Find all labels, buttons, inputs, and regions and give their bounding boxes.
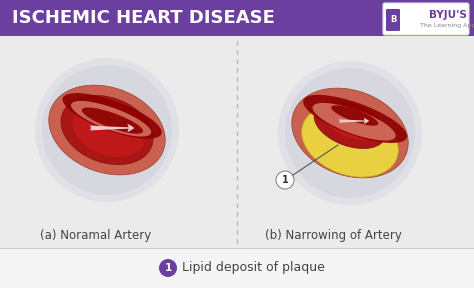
Ellipse shape [292, 88, 408, 178]
Ellipse shape [73, 103, 145, 157]
FancyBboxPatch shape [383, 3, 469, 35]
Ellipse shape [61, 95, 153, 165]
Text: 1: 1 [282, 175, 288, 185]
Circle shape [159, 259, 177, 277]
Bar [0, 248, 474, 288]
Bar [0, 0, 474, 36]
Text: The Learning App: The Learning App [420, 22, 474, 27]
FancyBboxPatch shape [386, 9, 400, 31]
Circle shape [285, 68, 415, 198]
Ellipse shape [82, 107, 143, 134]
Ellipse shape [303, 95, 407, 143]
Circle shape [276, 171, 294, 189]
Ellipse shape [324, 106, 380, 140]
Ellipse shape [63, 93, 162, 139]
Text: B: B [390, 16, 396, 24]
Ellipse shape [301, 105, 399, 177]
Text: 1: 1 [164, 263, 172, 273]
Ellipse shape [312, 103, 396, 141]
Ellipse shape [314, 101, 386, 149]
Ellipse shape [49, 85, 165, 175]
Text: Lipid deposit of plaque: Lipid deposit of plaque [182, 262, 325, 274]
Circle shape [42, 65, 172, 195]
Ellipse shape [71, 101, 151, 137]
Ellipse shape [331, 105, 378, 126]
Text: BYJU'S: BYJU'S [429, 10, 467, 20]
Circle shape [278, 61, 422, 205]
Text: (a) Noramal Artery: (a) Noramal Artery [40, 228, 151, 242]
Text: (b) Narrowing of Artery: (b) Narrowing of Artery [265, 228, 402, 242]
Text: ISCHEMIC HEART DISEASE: ISCHEMIC HEART DISEASE [12, 9, 275, 27]
Circle shape [35, 58, 179, 202]
